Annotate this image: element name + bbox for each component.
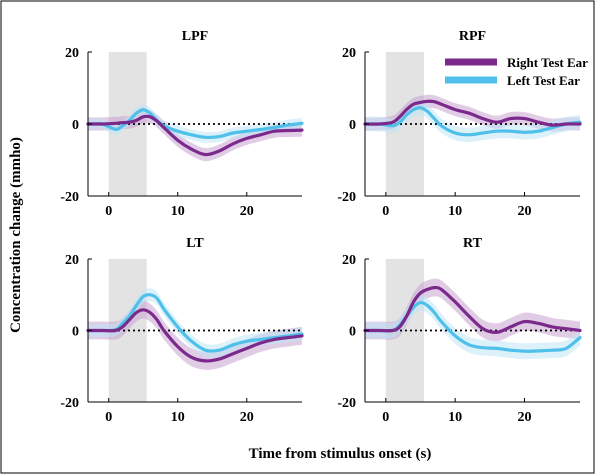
x-tick-label: 20 bbox=[518, 204, 532, 219]
series-line-right bbox=[86, 308, 304, 363]
y-tick-label: -20 bbox=[337, 396, 356, 411]
y-tick-label: 0 bbox=[349, 118, 356, 133]
y-tick-label: 0 bbox=[349, 325, 356, 340]
legend: Right Test Ear Left Test Ear bbox=[445, 55, 588, 88]
y-tick-label: 20 bbox=[65, 46, 79, 61]
error-band-right bbox=[88, 300, 302, 370]
y-tick-label: -20 bbox=[60, 396, 79, 411]
panel-lt: -20 0 20 0 10 20 LT bbox=[60, 236, 304, 425]
panel-rt: -20 0 20 0 10 20 RT bbox=[337, 236, 582, 425]
panels: -20 0 20 0 10 20 LPF -20 0 20 0 10 20 RPF -20 0 20 0 10 20 L… bbox=[60, 29, 582, 425]
x-tick-label: 0 bbox=[382, 410, 389, 425]
x-tick-label: 10 bbox=[448, 204, 462, 219]
x-tick-label: 10 bbox=[171, 410, 185, 425]
x-tick-label: 10 bbox=[448, 410, 462, 425]
y-tick-label: 20 bbox=[65, 253, 79, 268]
x-tick-label: 0 bbox=[105, 410, 112, 425]
y-tick-label: 0 bbox=[72, 118, 79, 133]
y-axis-label: Concentration change (mmho) bbox=[8, 137, 24, 333]
y-tick-label: 20 bbox=[342, 253, 356, 268]
x-tick-label: 20 bbox=[240, 410, 254, 425]
series-line-left bbox=[86, 293, 304, 353]
error-band-left bbox=[88, 104, 302, 143]
series-line-right bbox=[363, 285, 582, 334]
panel-title: LT bbox=[186, 236, 204, 251]
error-band-right bbox=[88, 109, 302, 162]
x-tick-label: 0 bbox=[105, 204, 112, 219]
y-tick-label: 20 bbox=[342, 46, 356, 61]
panel-lpf: -20 0 20 0 10 20 LPF bbox=[60, 29, 304, 219]
panel-rpf: -20 0 20 0 10 20 RPF bbox=[337, 29, 582, 219]
x-tick-label: 20 bbox=[240, 204, 254, 219]
x-tick-label: 10 bbox=[171, 204, 185, 219]
series-line-right bbox=[86, 114, 304, 157]
legend-label-right: Right Test Ear bbox=[507, 55, 588, 70]
series-line-left bbox=[363, 106, 582, 137]
panel-title: RPF bbox=[459, 29, 486, 44]
y-tick-label: 0 bbox=[72, 325, 79, 340]
y-tick-label: -20 bbox=[60, 190, 79, 205]
y-tick-label: -20 bbox=[337, 190, 356, 205]
panel-title: RT bbox=[463, 236, 483, 251]
series-line-right bbox=[363, 99, 582, 127]
x-tick-label: 0 bbox=[382, 204, 389, 219]
legend-label-left: Left Test Ear bbox=[507, 73, 580, 88]
x-axis-label: Time from stimulus onset (s) bbox=[249, 446, 432, 462]
panel-title: LPF bbox=[182, 29, 208, 44]
error-band-left bbox=[365, 294, 580, 360]
series-line-left bbox=[86, 107, 304, 140]
x-tick-label: 20 bbox=[518, 410, 532, 425]
